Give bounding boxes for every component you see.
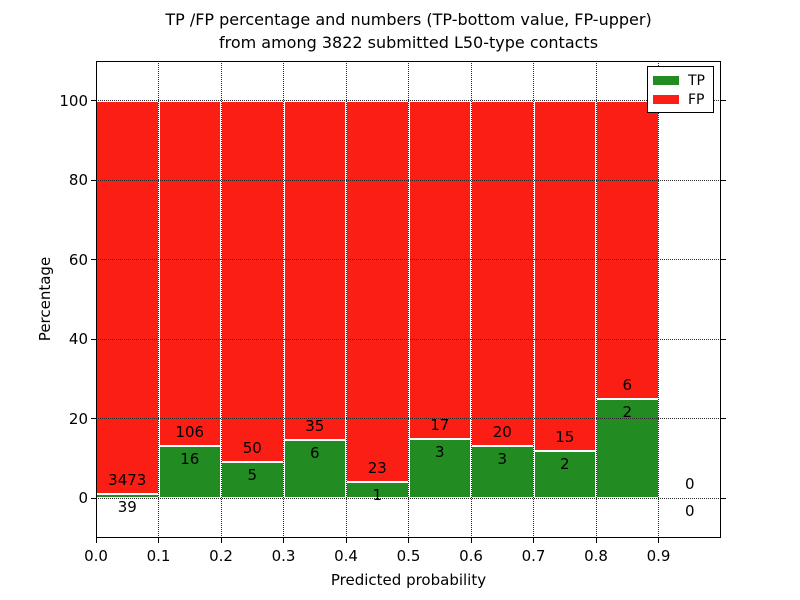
tick-y-left-60 <box>91 259 96 261</box>
gridline-y-0 <box>96 497 721 499</box>
bar-segment-tp-0.1-0.2 <box>158 446 221 499</box>
gridline-x-0.5 <box>408 61 409 538</box>
bar-segment-fp-0.8-0.9 <box>596 100 659 399</box>
gridline-y-100 <box>96 100 721 102</box>
bar-segment-tp-0.7-0.8 <box>533 451 596 499</box>
bar-count-label-fp-0.8-0.9: 6 <box>622 375 633 394</box>
tick-x-0.6 <box>470 538 472 543</box>
x-tick-label-0.2: 0.2 <box>209 547 233 565</box>
tick-x-0.8 <box>595 538 597 543</box>
y-tick-label-100: 100 <box>59 91 88 110</box>
tick-x-0.1 <box>158 538 159 543</box>
chart-title: TP /FP percentage and numbers (TP-bottom… <box>96 8 721 54</box>
gridline-y-60 <box>96 259 721 261</box>
bar-count-label-fp-0.9-1.0: 0 <box>684 475 695 494</box>
gridline-x-0.8 <box>595 61 597 538</box>
x-tick-label-0.9: 0.9 <box>646 547 671 565</box>
tick-y-right-20 <box>721 418 726 420</box>
legend-swatch-fp <box>653 95 679 104</box>
bar-count-label-fp-0.0-0.1: 3473 <box>108 470 147 489</box>
gridline-x-0.4 <box>345 61 347 538</box>
bar-count-label-fp-0.5-0.6: 17 <box>430 415 450 434</box>
bar-count-label-tp-0.2-0.3: 5 <box>247 466 258 485</box>
bar-count-label-tp-0.9-1.0: 0 <box>684 502 695 521</box>
bar-count-label-fp-0.7-0.8: 15 <box>555 428 575 447</box>
tick-y-right-60 <box>721 259 726 261</box>
bar-segment-tp-0.8-0.9 <box>596 398 659 499</box>
y-tick-label-0: 0 <box>78 489 88 508</box>
bar-count-label-fp-0.6-0.7: 20 <box>492 423 512 442</box>
legend-item-fp: FP <box>648 90 713 109</box>
tick-y-right-100 <box>721 100 726 102</box>
x-tick-label-0.0: 0.0 <box>84 547 108 565</box>
tick-x-0.7 <box>533 538 534 543</box>
bar-count-label-tp-0.6-0.7: 3 <box>497 450 508 469</box>
bar-count-label-tp-0.5-0.6: 3 <box>434 442 445 461</box>
bar-count-label-tp-0.7-0.8: 2 <box>559 455 570 474</box>
legend: TP FP <box>647 66 714 113</box>
tick-y-left-80 <box>91 179 96 181</box>
gridline-y-80 <box>96 179 721 181</box>
tick-x-0.9 <box>658 538 659 543</box>
bar-count-label-tp-0.0-0.1: 39 <box>117 497 137 516</box>
axes-spines <box>96 61 721 538</box>
bar-count-label-fp-0.1-0.2: 106 <box>175 423 205 442</box>
gridline-y-40 <box>96 338 721 340</box>
gridline-x-0.1 <box>158 61 159 538</box>
bar-count-label-fp-0.4-0.5: 23 <box>367 458 387 477</box>
x-tick-label-0.4: 0.4 <box>334 547 358 565</box>
bar-count-label-fp-0.2-0.3: 50 <box>242 439 262 458</box>
tick-y-right-0 <box>721 497 726 499</box>
bar-count-label-tp-0.1-0.2: 16 <box>180 450 200 469</box>
x-tick-label-0.3: 0.3 <box>271 547 296 565</box>
tick-x-0.0 <box>95 538 97 543</box>
x-tick-label-0.5: 0.5 <box>396 547 421 565</box>
bar-count-label-fp-0.3-0.4: 35 <box>305 417 325 436</box>
legend-label-fp: FP <box>688 91 705 108</box>
gridline-x-0.2 <box>220 61 222 538</box>
x-tick-label-0.6: 0.6 <box>459 547 483 565</box>
gridline-x-0.9 <box>658 61 659 538</box>
y-tick-label-20: 20 <box>68 409 88 428</box>
tick-y-left-0 <box>91 497 96 499</box>
tick-y-right-40 <box>721 338 726 340</box>
bar-segment-fp-0.7-0.8 <box>533 100 596 452</box>
tick-x-0.3 <box>283 538 284 543</box>
tick-x-0.4 <box>345 538 347 543</box>
tick-y-right-80 <box>721 179 726 181</box>
bar-segment-fp-0.4-0.5 <box>346 100 409 482</box>
bar-count-label-tp-0.4-0.5: 1 <box>372 485 383 504</box>
x-tick-label-0.8: 0.8 <box>584 547 608 565</box>
tick-x-0.2 <box>220 538 222 543</box>
bar-count-label-tp-0.3-0.4: 6 <box>309 444 320 463</box>
bar-segment-fp-0.3-0.4 <box>283 100 346 441</box>
y-tick-label-60: 60 <box>68 250 88 269</box>
bar-count-label-tp-0.8-0.9: 2 <box>622 402 633 421</box>
gridline-x-0.6 <box>470 61 472 538</box>
tick-y-left-100 <box>91 100 96 102</box>
tick-y-left-40 <box>91 338 96 340</box>
gridline-y-20 <box>96 418 721 420</box>
y-axis-label: Percentage <box>36 256 54 342</box>
tick-y-left-20 <box>91 418 96 420</box>
chart-title-line1: TP /FP percentage and numbers (TP-bottom… <box>165 10 652 29</box>
legend-swatch-tp <box>653 76 679 85</box>
legend-label-tp: TP <box>688 72 705 89</box>
tick-x-0.5 <box>408 538 409 543</box>
x-tick-label-0.7: 0.7 <box>521 547 546 565</box>
chart-title-line2: from among 3822 submitted L50-type conta… <box>218 33 599 52</box>
gridline-x-0.7 <box>533 61 534 538</box>
gridline-x-0.3 <box>283 61 284 538</box>
y-tick-label-80: 80 <box>68 171 88 190</box>
y-tick-label-40: 40 <box>68 330 88 349</box>
x-tick-label-0.1: 0.1 <box>146 547 171 565</box>
x-axis-label: Predicted probability <box>330 571 487 589</box>
legend-item-tp: TP <box>648 71 713 90</box>
